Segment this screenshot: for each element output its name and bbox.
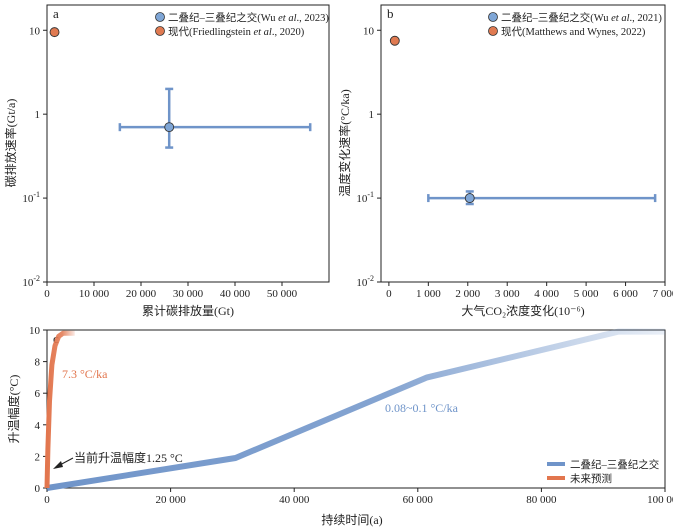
- legend-marker-b-1: [488, 26, 498, 36]
- x-tick-label-c-4: 80 000: [526, 494, 557, 506]
- y-tick-label-c-1: 2: [35, 451, 41, 463]
- current-warming-arrow: [53, 457, 74, 469]
- legend-c: 二叠纪–三叠纪之交 未来预测: [547, 458, 660, 485]
- legend-b: 二叠纪–三叠纪之交(Wu et al., 2021) 现代(Matthews a…: [488, 11, 662, 38]
- x-tick-label-b-5: 5 000: [574, 288, 599, 300]
- x-tick-label-a-1: 10 000: [79, 288, 110, 300]
- x-tick-label-b-2: 2 000: [455, 288, 480, 300]
- y-ticks-a: 10-2 10-1 1 10: [22, 25, 47, 289]
- annotation-current-warming: 当前升温幅度1.25 °C: [74, 450, 183, 465]
- x-tick-label-a-3: 30 000: [173, 288, 204, 300]
- x-tick-label-b-0: 0: [386, 288, 392, 300]
- arrow-head: [53, 461, 63, 469]
- x-tick-label-c-0: 0: [44, 494, 50, 506]
- marks-c: [44, 328, 665, 491]
- legend-a: 二叠纪–三叠纪之交(Wu et al., 2023) 现代(Friedlings…: [155, 11, 329, 38]
- x-tick-label-a-0: 0: [44, 288, 50, 300]
- y-tick-label-b-0: 10-2: [356, 274, 374, 289]
- y-tick-label-c-4: 8: [35, 357, 41, 369]
- y-tick-label-c-3: 6: [35, 388, 41, 400]
- x-tick-label-b-7: 7 000: [653, 288, 673, 300]
- x-tick-label-b-1: 1 000: [416, 288, 441, 300]
- annotation-pt-rate: 0.08~0.1 °C/ka: [385, 401, 459, 415]
- y-tick-label-c-2: 4: [35, 420, 41, 432]
- x-ticks-a: 0 10 000 20 000 30 000 40 000 50 000: [44, 282, 298, 300]
- x-tick-label-b-6: 6 000: [613, 288, 638, 300]
- marks-b: [389, 35, 657, 206]
- y-tick-label-a-1: 10-1: [22, 190, 40, 205]
- x-tick-label-c-2: 40 000: [279, 494, 310, 506]
- x-tick-label-c-5: 100 000: [647, 494, 673, 506]
- x-axis-label-b: 大气CO₂浓度变化(10⁻⁶): [461, 303, 584, 318]
- y-tick-label-b-1: 10-1: [356, 190, 374, 205]
- y-tick-label-c-5: 10: [29, 325, 41, 337]
- legend-label-c-1: 未来预测: [570, 472, 612, 485]
- annotation-future-rate: 7.3 °C/ka: [62, 367, 108, 381]
- x-axis-label-c: 持续时间(a): [321, 512, 382, 527]
- y-axis-label-b: 温度变化速率(°C/ka): [337, 89, 352, 196]
- x-tick-label-a-4: 40 000: [220, 288, 251, 300]
- x-tick-label-b-3: 3 000: [495, 288, 520, 300]
- y-tick-label-a-2: 1: [35, 109, 41, 121]
- panel-a: a 0 10 000 20 000 30 000 40 000 50 000 10-210…: [3, 4, 330, 318]
- x-ticks-c: 0 20 000 40 000 60 000 80 000 100 000: [44, 488, 673, 506]
- point-a-1-0: [49, 27, 60, 38]
- legend-marker-a-1: [155, 26, 165, 36]
- y-ticks-c: 0 2 4 6 8 10: [29, 325, 47, 495]
- legend-marker-b-0: [488, 12, 498, 22]
- y-tick-label-a-3: 10: [29, 25, 41, 37]
- legend-marker-a-0: [155, 12, 165, 22]
- legend-label-a-1: 现代(Friedlingstein et al., 2020): [168, 26, 305, 38]
- x-tick-label-c-3: 60 000: [403, 494, 434, 506]
- y-ticks-b: 10-2 10-1 1 10: [356, 25, 381, 289]
- legend-label-b-0: 二叠纪–三叠纪之交(Wu et al., 2021): [501, 11, 662, 24]
- y-tick-label-a-0: 10-2: [22, 274, 40, 289]
- x-tick-label-c-1: 20 000: [155, 494, 186, 506]
- x-tick-label-a-5: 50 000: [267, 288, 298, 300]
- panel-b: b 0 1 000 2 000 3 000 4 000 5 000 6 000 7 000 1…: [337, 4, 673, 318]
- series-line-c-0: [46, 328, 665, 491]
- plot-frame-b: [380, 4, 666, 283]
- legend-label-b-1: 现代(Matthews and Wynes, 2022): [501, 26, 646, 38]
- y-tick-label-b-2: 1: [369, 109, 375, 121]
- point-a-0-0: [164, 122, 175, 133]
- panel-label-a: a: [53, 6, 59, 21]
- y-axis-label-a: 碳排放速率(Gt/a): [3, 99, 18, 188]
- point-b-0-0: [464, 193, 475, 204]
- x-ticks-b: 0 1 000 2 000 3 000 4 000 5 000 6 000 7 000: [386, 282, 673, 300]
- x-axis-label-a: 累计碳排放量(Gt): [142, 303, 234, 318]
- y-tick-label-c-0: 0: [35, 483, 41, 495]
- y-tick-label-b-3: 10: [363, 25, 375, 37]
- y-axis-label-c: 升温幅度(°C): [6, 375, 21, 444]
- x-tick-label-a-2: 20 000: [126, 288, 157, 300]
- plot-frame-a: [46, 4, 330, 283]
- legend-label-a-0: 二叠纪–三叠纪之交(Wu et al., 2023): [168, 11, 329, 24]
- legend-label-c-0: 二叠纪–三叠纪之交: [570, 458, 660, 471]
- x-tick-label-b-4: 4 000: [534, 288, 559, 300]
- marks-a: [49, 27, 312, 149]
- series-line-c-1: [44, 330, 75, 489]
- panel-label-b: b: [387, 6, 394, 21]
- point-b-1-0: [389, 35, 400, 46]
